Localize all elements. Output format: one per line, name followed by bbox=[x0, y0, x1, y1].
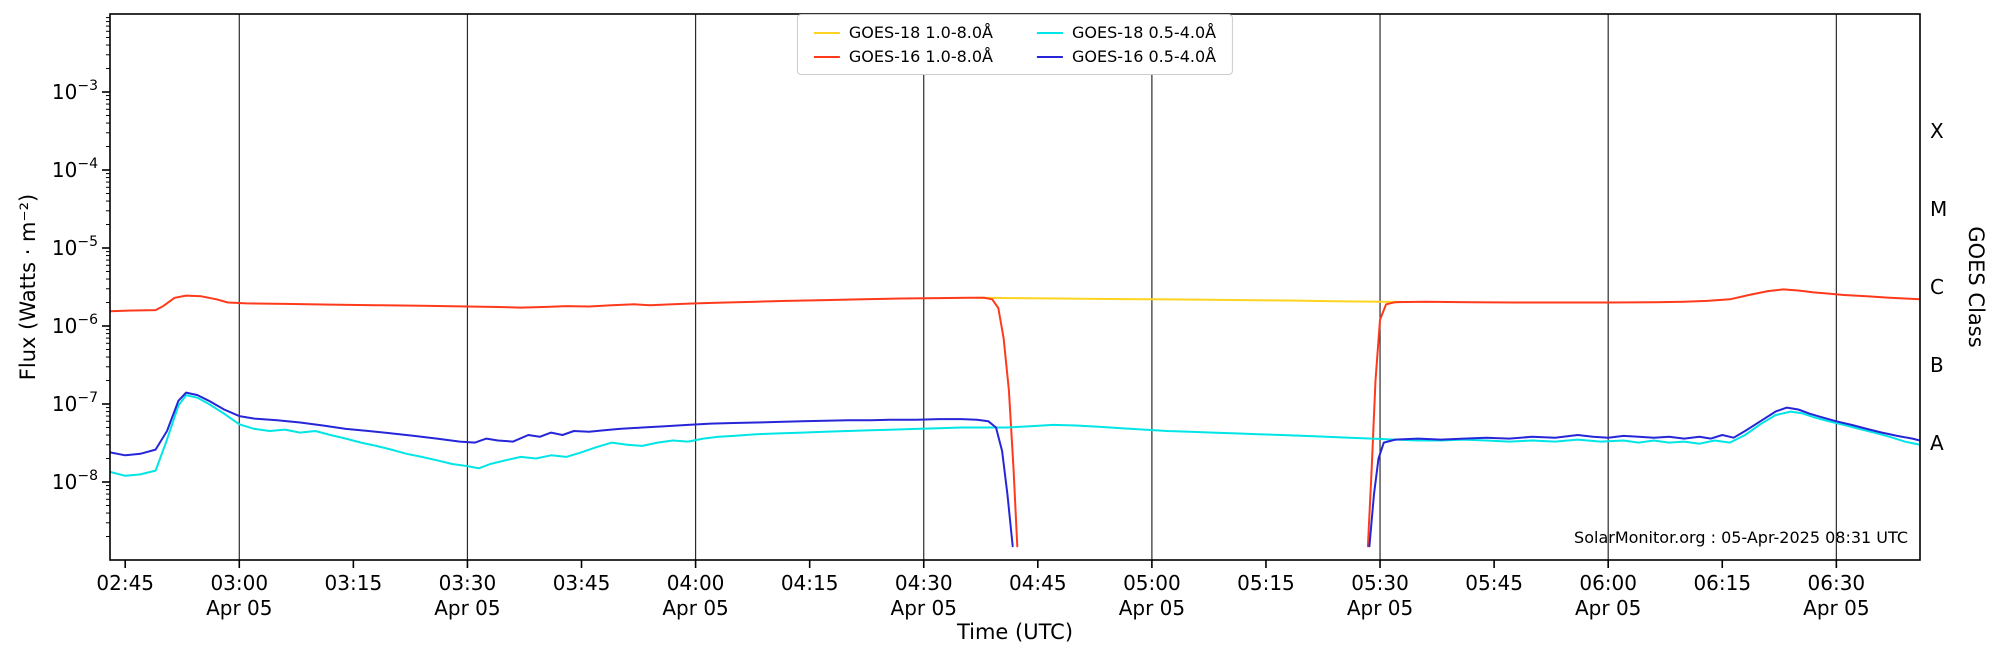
y-tick-label: 10−5 bbox=[52, 234, 98, 260]
legend-label-goes18-long: GOES-18 1.0-8.0Å bbox=[848, 23, 993, 42]
series-line-3 bbox=[110, 391, 1920, 548]
legend-label-goes16-short: GOES-16 0.5-4.0Å bbox=[1072, 47, 1217, 66]
x-tick-date-label: Apr 05 bbox=[206, 596, 272, 620]
x-tick-label: 04:00 bbox=[667, 571, 725, 595]
y-tick-label: 10−6 bbox=[52, 312, 98, 338]
legend-item-goes18-long: GOES-18 1.0-8.0Å bbox=[813, 23, 993, 42]
x-tick-date-label: Apr 05 bbox=[1347, 596, 1413, 620]
legend-item-goes16-short: GOES-16 0.5-4.0Å bbox=[1037, 47, 1216, 66]
x-tick-label: 05:00 bbox=[1123, 571, 1181, 595]
y-tick-label: 10−3 bbox=[52, 78, 98, 104]
series-line-1 bbox=[110, 288, 1920, 548]
x-tick-label: 06:15 bbox=[1693, 571, 1751, 595]
y-axis-label-goes-class: GOES Class bbox=[1964, 226, 1988, 348]
series-group bbox=[110, 288, 1920, 548]
x-tick-label: 05:45 bbox=[1465, 571, 1523, 595]
x-tick-label: 04:45 bbox=[1009, 571, 1067, 595]
legend-item-goes18-short: GOES-18 0.5-4.0Å bbox=[1037, 23, 1216, 42]
y-tick-label: 10−4 bbox=[52, 156, 98, 182]
x-axis-label-time: Time (UTC) bbox=[956, 620, 1074, 644]
x-tick-label: 06:00 bbox=[1579, 571, 1637, 595]
y-tick-label: 10−7 bbox=[52, 390, 98, 416]
y-axis-label-flux: Flux (Watts · m⁻²) bbox=[16, 193, 40, 381]
x-tick-date-label: Apr 05 bbox=[1803, 596, 1869, 620]
goes-class-label-x: X bbox=[1930, 119, 1944, 143]
legend-label-goes16-long: GOES-16 1.0-8.0Å bbox=[848, 47, 993, 66]
x-tick-label: 02:45 bbox=[96, 571, 154, 595]
y-tick-label: 10−8 bbox=[52, 468, 98, 494]
series-line-2 bbox=[110, 394, 1920, 477]
x-tick-date-label: Apr 05 bbox=[434, 596, 500, 620]
source-timestamp-annotation: SolarMonitor.org : 05-Apr-2025 08:31 UTC bbox=[1574, 528, 1908, 547]
x-tick-label: 03:30 bbox=[439, 571, 497, 595]
goes-class-label-a: A bbox=[1930, 431, 1944, 455]
goes-class-label-m: M bbox=[1930, 197, 1947, 221]
x-tick-label: 05:30 bbox=[1351, 571, 1409, 595]
legend: GOES-18 1.0-8.0Å GOES-16 1.0-8.0Å GOES-1… bbox=[796, 14, 1234, 75]
goes-class-label-c: C bbox=[1930, 275, 1944, 299]
x-tick-date-label: Apr 05 bbox=[1119, 596, 1185, 620]
legend-swatch-goes18-short bbox=[1037, 31, 1063, 34]
x-tick-date-label: Apr 05 bbox=[662, 596, 728, 620]
x-tick-label: 03:45 bbox=[553, 571, 611, 595]
legend-swatch-goes16-short bbox=[1037, 55, 1063, 58]
x-tick-date-label: Apr 05 bbox=[1575, 596, 1641, 620]
legend-swatch-goes16-long bbox=[813, 55, 840, 58]
legend-label-goes18-short: GOES-18 0.5-4.0Å bbox=[1072, 23, 1217, 42]
x-tick-date-label: Apr 05 bbox=[891, 596, 957, 620]
x-tick-label: 06:30 bbox=[1808, 571, 1866, 595]
x-tick-label: 03:00 bbox=[210, 571, 268, 595]
plot-frame bbox=[109, 13, 1921, 561]
legend-item-goes16-long: GOES-16 1.0-8.0Å bbox=[813, 47, 993, 66]
x-tick-label: 04:15 bbox=[781, 571, 839, 595]
goes-class-label-b: B bbox=[1930, 353, 1944, 377]
series-line-0 bbox=[976, 296, 1404, 303]
x-tick-label: 05:15 bbox=[1237, 571, 1295, 595]
legend-swatch-goes18-long bbox=[813, 31, 840, 34]
x-tick-label: 04:30 bbox=[895, 571, 953, 595]
x-tick-label: 03:15 bbox=[325, 571, 383, 595]
